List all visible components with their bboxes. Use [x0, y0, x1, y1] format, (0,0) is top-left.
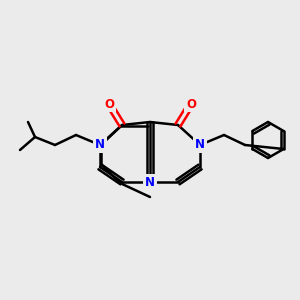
Text: O: O — [104, 98, 114, 110]
Text: O: O — [186, 98, 196, 110]
Text: N: N — [195, 139, 205, 152]
Text: N: N — [95, 139, 105, 152]
Text: N: N — [145, 176, 155, 188]
